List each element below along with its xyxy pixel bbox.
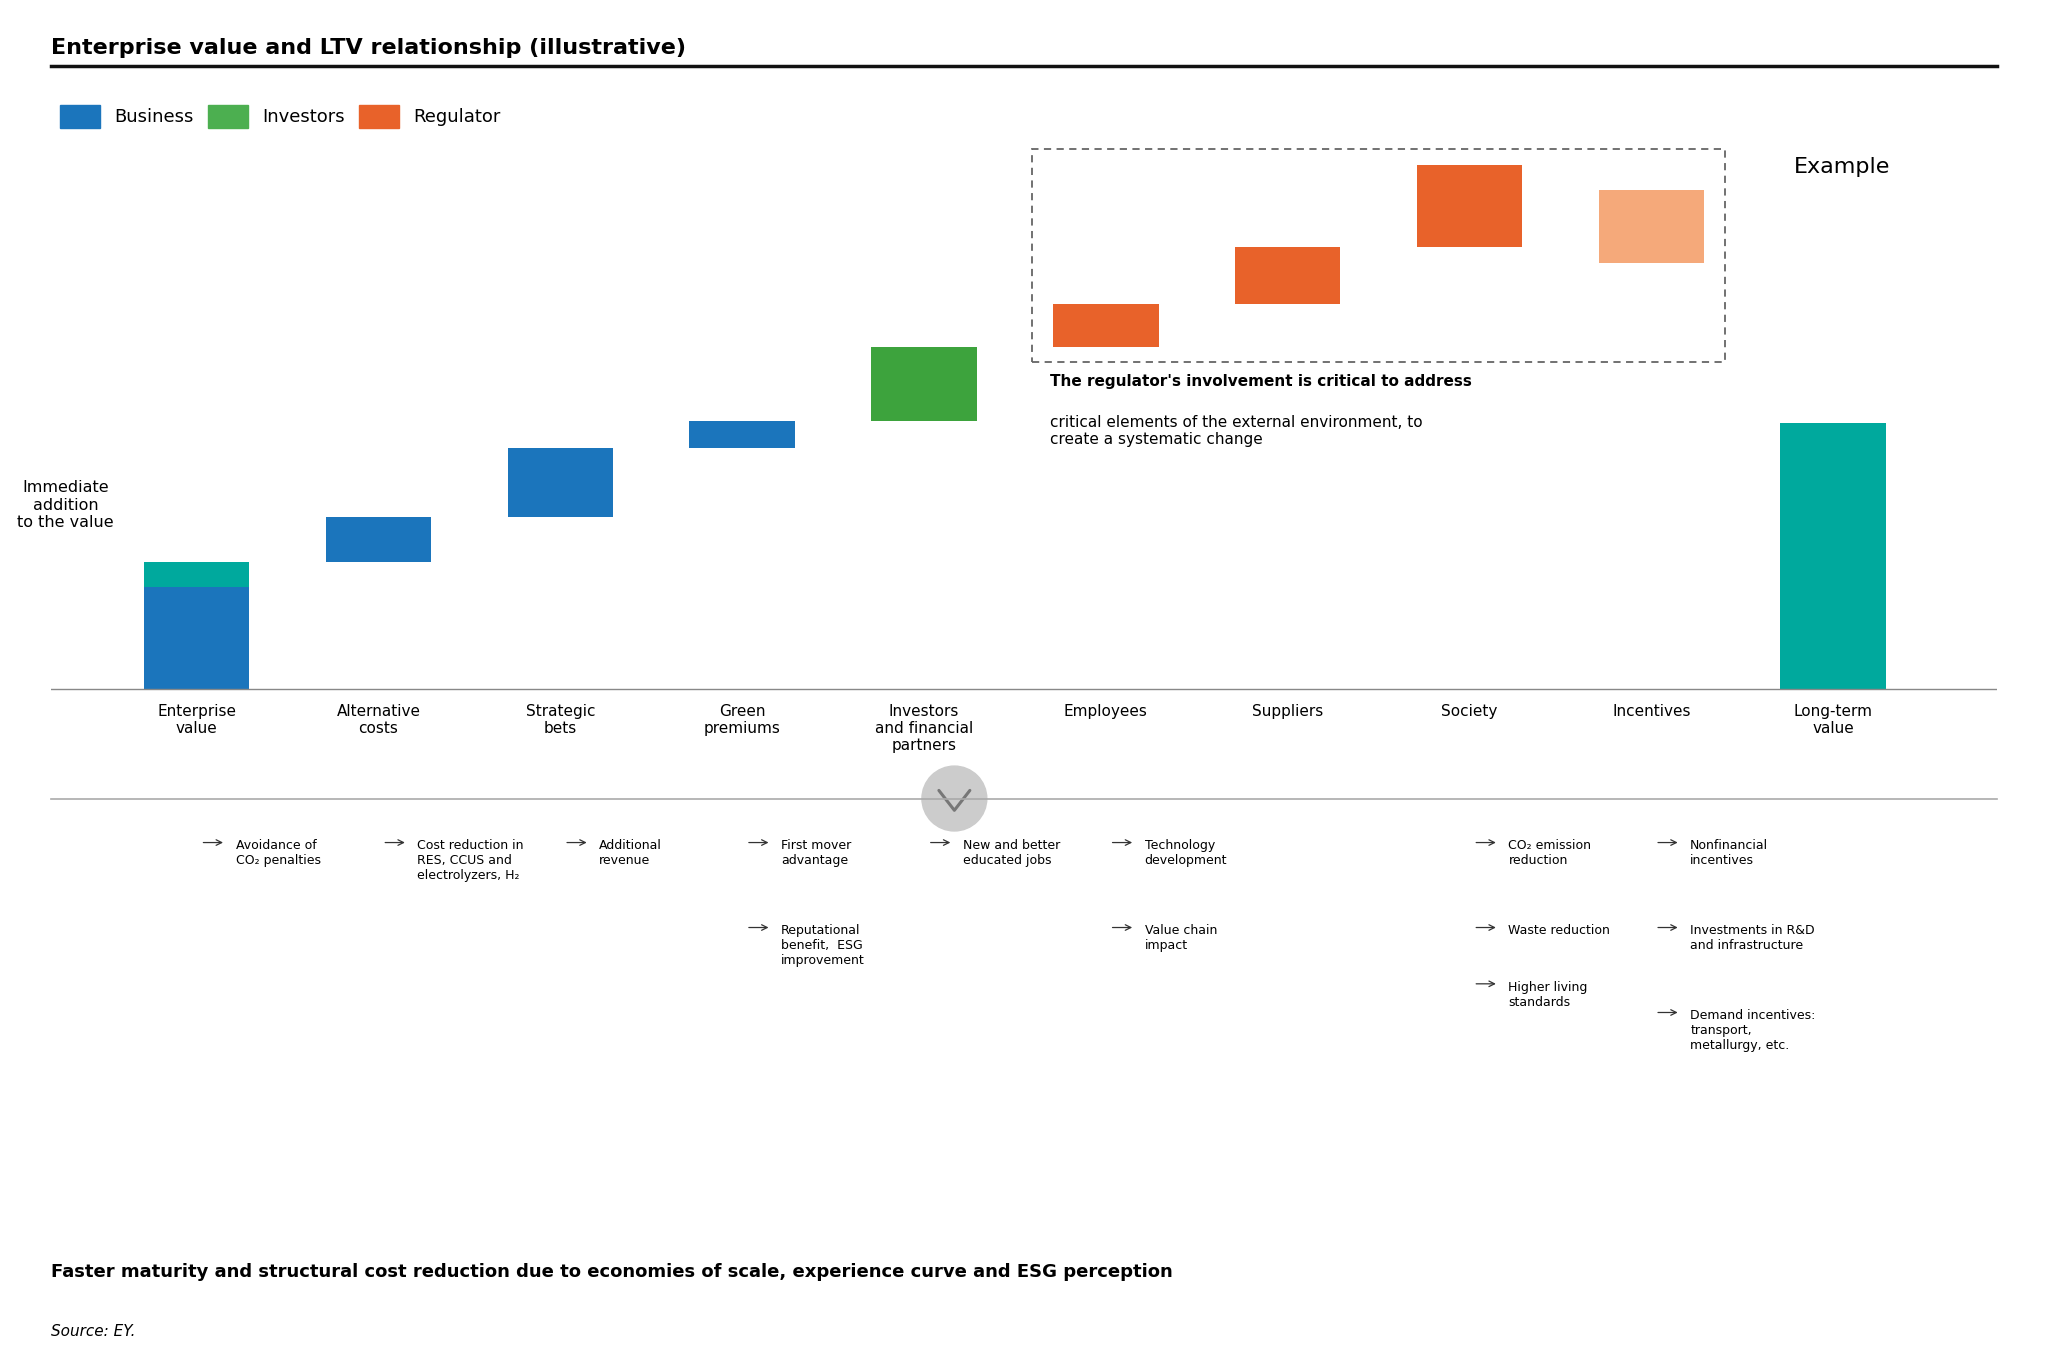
Bar bbox=[143, 587, 250, 689]
Bar bbox=[1235, 247, 1339, 304]
Bar bbox=[326, 517, 432, 562]
Text: Long-term
value: Long-term value bbox=[1794, 704, 1872, 736]
Text: Incentives: Incentives bbox=[1612, 704, 1690, 718]
Bar bbox=[508, 448, 612, 517]
Text: Green
premiums: Green premiums bbox=[705, 704, 780, 736]
Text: Cost reduction in
RES, CCUS and
electrolyzers, H₂: Cost reduction in RES, CCUS and electrol… bbox=[418, 839, 524, 883]
Text: Technology
development: Technology development bbox=[1145, 839, 1227, 868]
Text: Faster maturity and structural cost reduction due to economies of scale, experie: Faster maturity and structural cost redu… bbox=[51, 1263, 1174, 1280]
Text: The regulator's involvement is critical to address: The regulator's involvement is critical … bbox=[1051, 374, 1473, 389]
Bar bbox=[1417, 165, 1522, 247]
Text: Investors
and financial
partners: Investors and financial partners bbox=[874, 704, 973, 753]
Bar bbox=[870, 348, 977, 422]
Bar bbox=[1032, 149, 1724, 362]
Text: Source: EY.: Source: EY. bbox=[51, 1324, 135, 1339]
Text: Nonfinancial
incentives: Nonfinancial incentives bbox=[1690, 839, 1767, 868]
Text: Additional
revenue: Additional revenue bbox=[600, 839, 662, 868]
Text: Higher living
standards: Higher living standards bbox=[1509, 980, 1587, 1009]
Bar bbox=[1053, 304, 1159, 348]
Text: Value chain
impact: Value chain impact bbox=[1145, 924, 1217, 953]
Text: Avoidance of
CO₂ penalties: Avoidance of CO₂ penalties bbox=[236, 839, 322, 868]
Bar bbox=[1780, 423, 1886, 689]
Text: Enterprise value and LTV relationship (illustrative): Enterprise value and LTV relationship (i… bbox=[51, 38, 686, 59]
Bar bbox=[143, 562, 250, 587]
Text: New and better
educated jobs: New and better educated jobs bbox=[963, 839, 1061, 868]
Bar bbox=[1599, 190, 1704, 263]
Text: Example: Example bbox=[1794, 157, 1890, 177]
Text: Strategic
bets: Strategic bets bbox=[526, 704, 596, 736]
Text: Society: Society bbox=[1442, 704, 1497, 718]
Text: Reputational
benefit,  ESG
improvement: Reputational benefit, ESG improvement bbox=[780, 924, 864, 968]
Text: Investments in R&D
and infrastructure: Investments in R&D and infrastructure bbox=[1690, 924, 1815, 953]
Text: Alternative
costs: Alternative costs bbox=[336, 704, 420, 736]
Text: First mover
advantage: First mover advantage bbox=[780, 839, 852, 868]
Circle shape bbox=[922, 766, 987, 831]
Text: Demand incentives:
transport,
metallurgy, etc.: Demand incentives: transport, metallurgy… bbox=[1690, 1010, 1817, 1052]
Text: Employees: Employees bbox=[1063, 704, 1147, 718]
Text: Enterprise
value: Enterprise value bbox=[158, 704, 236, 736]
Text: Suppliers: Suppliers bbox=[1251, 704, 1323, 718]
Bar bbox=[690, 420, 795, 448]
Text: Waste reduction: Waste reduction bbox=[1509, 924, 1610, 938]
Legend: Business, Investors, Regulator: Business, Investors, Regulator bbox=[59, 105, 502, 128]
Text: CO₂ emission
reduction: CO₂ emission reduction bbox=[1509, 839, 1591, 868]
Text: critical elements of the external environment, to
create a systematic change: critical elements of the external enviro… bbox=[1051, 415, 1423, 448]
Text: Immediate
addition
to the value: Immediate addition to the value bbox=[18, 480, 115, 530]
